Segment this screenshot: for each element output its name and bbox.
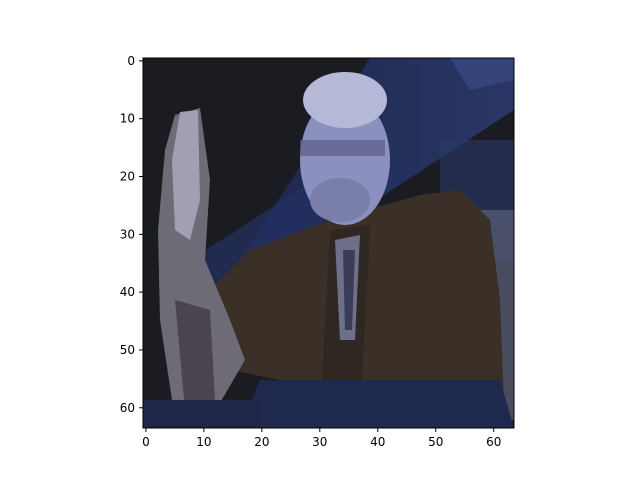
axes-frame xyxy=(142,57,515,429)
y-tick-label: 10 xyxy=(120,112,135,126)
y-tick-label: 60 xyxy=(120,401,135,415)
photo-image xyxy=(143,58,514,428)
x-tick-label: 10 xyxy=(196,435,211,449)
y-tick-label: 30 xyxy=(120,227,135,241)
y-tick-label: 20 xyxy=(120,170,135,184)
y-tick-label: 50 xyxy=(120,343,135,357)
x-tick-label: 20 xyxy=(254,435,269,449)
x-tick-label: 40 xyxy=(370,435,385,449)
x-tick-label: 30 xyxy=(312,435,327,449)
y-axis: 0 10 20 30 40 50 60 xyxy=(120,54,143,415)
x-tick-label: 0 xyxy=(142,435,150,449)
x-tick-label: 50 xyxy=(428,435,443,449)
x-axis: 0 10 20 30 40 50 60 xyxy=(142,428,501,449)
y-tick-label: 40 xyxy=(120,285,135,299)
x-tick-label: 60 xyxy=(486,435,501,449)
y-tick-label: 0 xyxy=(127,54,135,68)
